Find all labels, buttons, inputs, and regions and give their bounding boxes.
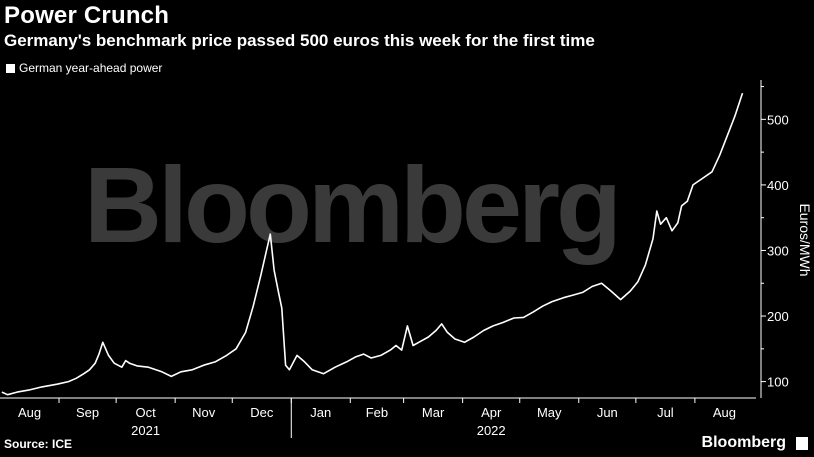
brand-logo: Bloomberg	[701, 434, 786, 451]
watermark-logo: Bloomberg	[84, 144, 622, 265]
y-tick-label: 300	[767, 243, 789, 258]
y-tick-label: 100	[767, 375, 789, 390]
y-tick-label: 500	[767, 112, 789, 127]
y-axis-title: Euros/MWh	[797, 203, 813, 276]
x-tick-label: Oct	[136, 405, 157, 420]
legend-label: German year-ahead power	[19, 61, 163, 75]
x-tick-label: Dec	[250, 405, 274, 420]
x-year-label: 2021	[131, 423, 160, 438]
x-tick-label: Feb	[366, 405, 388, 420]
x-year-label: 2022	[477, 423, 506, 438]
x-tick-label: Jul	[657, 405, 674, 420]
chart-subtitle: Germany's benchmark price passed 500 eur…	[4, 31, 595, 50]
x-tick-label: Jan	[310, 405, 331, 420]
source-note: Source: ICE	[4, 437, 73, 451]
chart-title: Power Crunch	[4, 2, 170, 29]
x-tick-label: Aug	[18, 405, 41, 420]
legend: German year-ahead power	[6, 61, 162, 75]
series-line	[1, 92, 744, 396]
legend-swatch	[6, 63, 15, 73]
brand-chart-icon	[796, 437, 808, 450]
y-tick-label: 400	[767, 178, 789, 193]
x-tick-label: Nov	[192, 405, 216, 420]
x-tick-label: Aug	[713, 405, 736, 420]
x-tick-label: Sep	[76, 405, 99, 420]
x-tick-label: Apr	[481, 405, 502, 420]
x-tick-label: Jun	[597, 405, 618, 420]
y-tick-label: 200	[767, 309, 789, 324]
x-tick-label: May	[537, 405, 562, 420]
x-tick-label: Mar	[422, 405, 445, 420]
